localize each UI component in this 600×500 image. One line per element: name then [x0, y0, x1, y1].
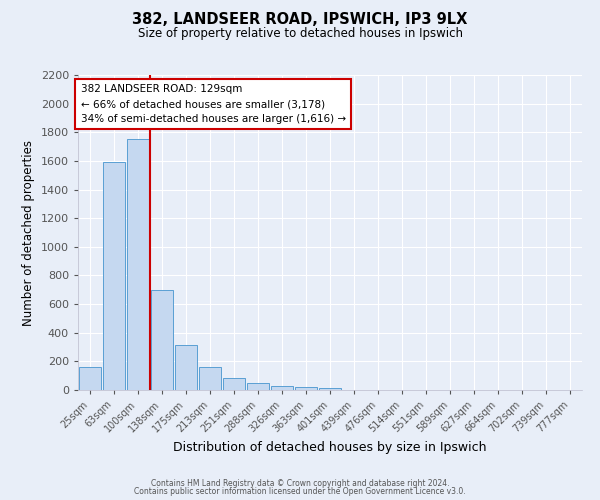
- Bar: [79, 367, 101, 390]
- Y-axis label: Number of detached properties: Number of detached properties: [22, 140, 35, 326]
- Text: Size of property relative to detached houses in Ipswich: Size of property relative to detached ho…: [137, 28, 463, 40]
- Text: 382, LANDSEER ROAD, IPSWICH, IP3 9LX: 382, LANDSEER ROAD, IPSWICH, IP3 9LX: [133, 12, 467, 28]
- Text: Contains HM Land Registry data © Crown copyright and database right 2024.: Contains HM Land Registry data © Crown c…: [151, 478, 449, 488]
- Bar: [295, 388, 317, 390]
- Bar: [319, 388, 341, 390]
- Bar: [247, 383, 269, 390]
- Text: 382 LANDSEER ROAD: 129sqm
← 66% of detached houses are smaller (3,178)
34% of se: 382 LANDSEER ROAD: 129sqm ← 66% of detac…: [80, 84, 346, 124]
- Bar: [127, 140, 149, 390]
- X-axis label: Distribution of detached houses by size in Ipswich: Distribution of detached houses by size …: [173, 441, 487, 454]
- Bar: [175, 345, 197, 390]
- Bar: [151, 290, 173, 390]
- Bar: [271, 386, 293, 390]
- Text: Contains public sector information licensed under the Open Government Licence v3: Contains public sector information licen…: [134, 487, 466, 496]
- Bar: [103, 162, 125, 390]
- Bar: [199, 367, 221, 390]
- Bar: [223, 378, 245, 390]
